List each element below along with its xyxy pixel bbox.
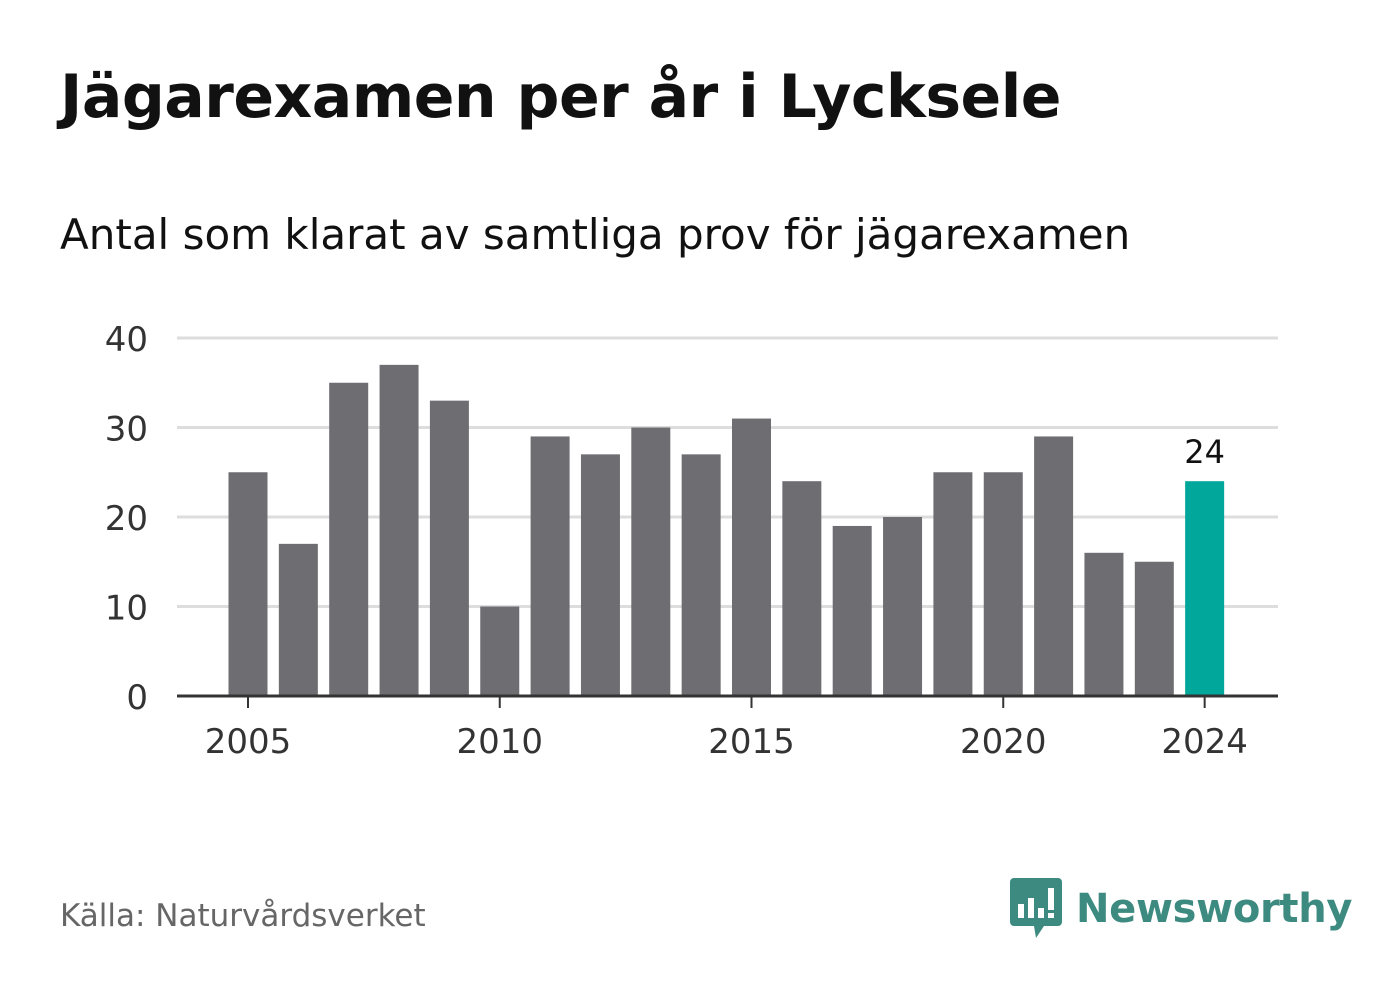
y-tick-label: 40	[105, 320, 148, 360]
chart-title: Jägarexamen per år i Lycksele	[60, 62, 1062, 132]
x-tick-label: 2024	[1161, 722, 1248, 762]
y-tick-label: 0	[126, 678, 148, 718]
bar-2017	[832, 525, 872, 696]
bar-2007	[329, 382, 369, 696]
bar-2005	[228, 472, 268, 696]
bar-2015	[732, 418, 771, 696]
y-tick-label: 30	[105, 410, 148, 450]
bar-2016	[782, 481, 822, 696]
bar-2024	[1185, 481, 1225, 696]
x-tick-label: 2010	[456, 722, 543, 762]
data-label: 24	[1184, 433, 1225, 471]
bar-2014	[681, 454, 721, 696]
y-axis-ticks: 0 10 20 30 40	[105, 320, 148, 718]
bar-2023	[1134, 561, 1174, 696]
newsworthy-logo-icon	[1010, 878, 1062, 938]
y-tick-label: 20	[105, 499, 148, 539]
bars	[228, 364, 1225, 696]
bar-2021	[1034, 436, 1074, 696]
brand-logo: Newsworthy	[1010, 878, 1353, 940]
bar-2009	[429, 400, 469, 696]
data-labels: 24	[1184, 433, 1225, 471]
chart-subtitle: Antal som klarat av samtliga prov för jä…	[60, 210, 1131, 259]
x-tick-label: 2005	[205, 722, 292, 762]
x-tick-label: 2015	[708, 722, 795, 762]
bar-2018	[883, 517, 923, 696]
bar-2020	[983, 472, 1023, 696]
brand-name: Newsworthy	[1076, 886, 1353, 932]
bar-2006	[278, 543, 318, 696]
x-axis-ticks: 2005 2010 2015 2020 2024	[177, 694, 1278, 762]
bar-2010	[480, 606, 520, 696]
y-tick-label: 10	[105, 589, 148, 629]
bar-2012	[580, 454, 620, 696]
bar-2022	[1084, 552, 1124, 696]
bar-2008	[379, 364, 419, 696]
bar-2019	[933, 472, 973, 696]
bar-2011	[530, 436, 570, 696]
source-note: Källa: Naturvårdsverket	[60, 898, 426, 934]
bar-chart: 0 10 20 30 40 24 2005 2010 2015 2020 2024	[105, 320, 1278, 762]
x-tick-label: 2020	[960, 722, 1047, 762]
bar-2013	[631, 427, 671, 696]
